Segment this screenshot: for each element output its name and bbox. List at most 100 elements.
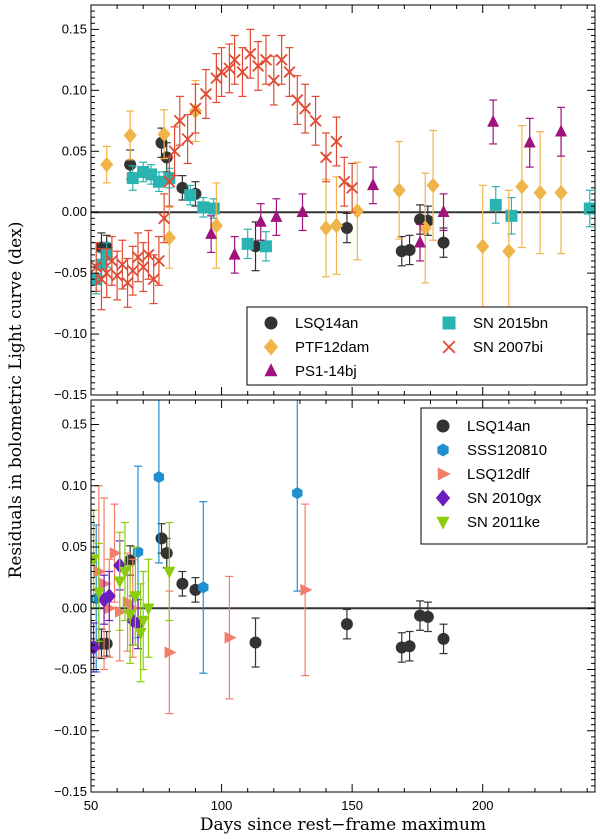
legend-entry: LSQ14an bbox=[264, 315, 358, 332]
legend-marker bbox=[436, 516, 450, 530]
legend-box bbox=[246, 306, 588, 386]
data-point bbox=[437, 204, 450, 217]
data-point bbox=[224, 631, 237, 644]
data-point bbox=[124, 609, 137, 622]
data-point bbox=[249, 636, 262, 649]
legend: LSQ14an SN 2015bn PTF12dam SN 2007bi PS1-14b… bbox=[246, 306, 588, 386]
legend-marker bbox=[264, 316, 278, 330]
data-point bbox=[131, 251, 145, 264]
y-tick-label: −0.05 bbox=[54, 662, 87, 677]
data-point bbox=[476, 238, 490, 255]
data-point bbox=[270, 209, 283, 222]
series-sn-2007bi bbox=[91, 28, 359, 311]
data-point bbox=[100, 637, 113, 650]
data-area bbox=[91, 28, 595, 313]
legend-entry: SSS120810 bbox=[437, 442, 547, 459]
data-point bbox=[137, 615, 150, 628]
data-point bbox=[515, 178, 529, 195]
data-point bbox=[126, 172, 139, 185]
data-point bbox=[296, 204, 309, 217]
data-point bbox=[207, 202, 220, 215]
legend-entry: SN 2011ke bbox=[436, 514, 540, 531]
series-ps1-14bj bbox=[205, 99, 568, 274]
y-tick-label: 0.05 bbox=[62, 143, 87, 158]
data-point bbox=[283, 65, 296, 79]
legend-label: SN 2011ke bbox=[467, 514, 540, 531]
data-point bbox=[505, 209, 518, 222]
legend-label: LSQ12dlf bbox=[467, 466, 530, 483]
data-point bbox=[121, 276, 134, 289]
data-point bbox=[437, 632, 450, 645]
x-tick-label: 150 bbox=[341, 798, 363, 813]
legend-label: SN 2007bi bbox=[473, 339, 543, 356]
data-point bbox=[340, 618, 353, 631]
data-point bbox=[198, 581, 209, 594]
data-point bbox=[104, 602, 117, 615]
legend-label: SN 2010gx bbox=[467, 490, 542, 507]
data-point bbox=[94, 565, 107, 578]
data-point bbox=[129, 591, 142, 604]
legend-box bbox=[420, 407, 588, 545]
y-tick-label: −0.15 bbox=[54, 387, 87, 402]
y-tick-label: 0.10 bbox=[62, 82, 87, 97]
data-point bbox=[338, 175, 351, 188]
data-point bbox=[137, 260, 150, 274]
data-point bbox=[176, 577, 189, 590]
data-point bbox=[392, 182, 406, 199]
data-point bbox=[489, 198, 502, 211]
data-point bbox=[189, 102, 202, 115]
legend-label: LSQ14an bbox=[295, 315, 358, 332]
legend-entry: LSQ14an bbox=[436, 418, 530, 435]
x-axis-label: Days since rest−frame maximum bbox=[200, 815, 486, 835]
data-point bbox=[168, 145, 181, 158]
data-point bbox=[309, 114, 322, 127]
data-point bbox=[346, 181, 359, 194]
data-point bbox=[181, 133, 194, 146]
data-point bbox=[421, 610, 434, 623]
data-point bbox=[164, 646, 177, 659]
data-point bbox=[142, 603, 155, 616]
series-sn-2011ke bbox=[91, 509, 176, 683]
data-point bbox=[91, 260, 103, 274]
data-point bbox=[228, 53, 241, 66]
y-tick-label: 0.15 bbox=[62, 21, 87, 36]
legend-marker bbox=[264, 363, 278, 377]
data-point bbox=[153, 471, 165, 484]
data-point bbox=[367, 178, 380, 191]
data-point bbox=[267, 74, 280, 87]
data-point bbox=[100, 267, 113, 280]
data-area bbox=[91, 400, 450, 715]
data-point bbox=[487, 114, 500, 127]
legend-marker bbox=[263, 338, 279, 356]
data-point bbox=[319, 151, 333, 164]
legend-label: LSQ14an bbox=[467, 418, 530, 435]
data-point bbox=[105, 254, 118, 267]
data-point bbox=[414, 235, 427, 248]
data-point bbox=[554, 184, 568, 201]
data-point bbox=[533, 184, 547, 201]
legend-marker bbox=[435, 489, 451, 507]
data-point bbox=[300, 583, 313, 596]
data-point bbox=[122, 596, 135, 609]
series-sss120810 bbox=[91, 400, 303, 674]
data-point bbox=[199, 87, 212, 101]
y-tick-label: 0.00 bbox=[62, 204, 87, 219]
data-point bbox=[163, 175, 176, 188]
data-point bbox=[329, 217, 344, 234]
data-point bbox=[100, 156, 114, 173]
data-point bbox=[223, 62, 236, 75]
data-point bbox=[426, 177, 440, 194]
data-point bbox=[111, 269, 124, 282]
data-point bbox=[236, 65, 249, 79]
data-point bbox=[205, 226, 218, 239]
legend-entry: LSQ12dlf bbox=[437, 466, 530, 483]
data-point bbox=[523, 135, 536, 148]
data-point bbox=[109, 547, 122, 560]
data-point bbox=[437, 236, 450, 249]
data-point bbox=[157, 126, 171, 142]
data-point bbox=[502, 243, 516, 259]
data-point bbox=[350, 203, 364, 219]
data-point bbox=[102, 588, 116, 604]
data-point bbox=[160, 547, 173, 560]
y-tick-label: −0.10 bbox=[54, 326, 87, 341]
